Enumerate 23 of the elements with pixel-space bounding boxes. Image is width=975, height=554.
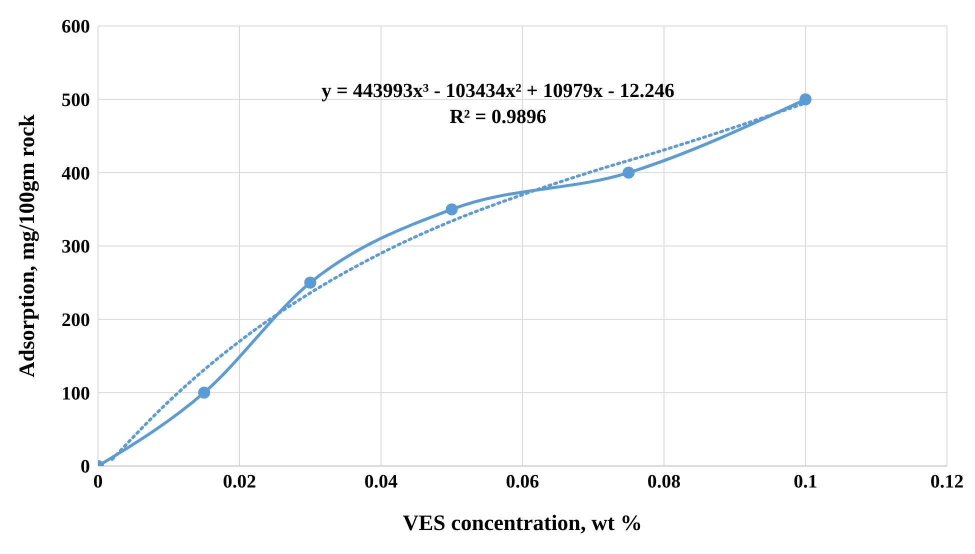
y-tick-label: 200 [62, 310, 90, 332]
y-tick-label: 300 [62, 236, 90, 258]
x-tick-label: 0.1 [794, 471, 818, 492]
annotation: R² = 0.9896 [448, 106, 548, 129]
x-tick-label: 0.02 [222, 471, 256, 492]
point [622, 166, 635, 179]
y-tick-label: 100 [62, 383, 90, 404]
point [304, 276, 316, 289]
x-tick-label: 0.06 [506, 471, 540, 492]
annotation: y = 443993x³ - 103434x² + 10979x - 12.246 [320, 80, 676, 103]
point [446, 203, 458, 216]
y-tick-label: 0 [80, 456, 90, 478]
x-tick-label: 0.08 [647, 471, 681, 492]
y-tick-label: 500 [62, 90, 90, 112]
x-tick-label: 0.12 [930, 471, 964, 492]
point [800, 93, 812, 106]
point [198, 386, 210, 399]
y-tick-label: 600 [62, 16, 90, 38]
y-axis-title: Adsorption, mg/100gm rock [14, 114, 39, 378]
y-tick-label: 400 [62, 163, 90, 184]
x-tick-label: 0.04 [364, 471, 398, 492]
x-axis-title: VES concentration, wt % [402, 510, 642, 535]
x-tick-label: 0 [93, 471, 103, 492]
